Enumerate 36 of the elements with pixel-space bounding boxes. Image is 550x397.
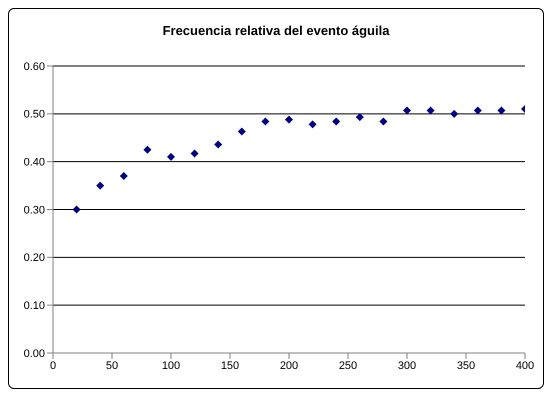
point [214,140,222,148]
point [143,146,152,154]
y-tick-label: 0.40 [24,156,45,169]
point [497,106,506,114]
point [238,128,246,136]
point [72,206,81,214]
y-tick-label: 0.00 [24,348,45,360]
point [261,117,270,126]
x-tick-label: 0 [50,360,56,372]
x-tick-label: 100 [162,360,180,372]
chart-title: Frecuencia relativa del evento águila [162,23,390,38]
y-tick-label: 0.30 [24,204,45,216]
point [379,117,388,126]
y-tick-label: 0.50 [24,108,45,121]
y-tick-label: 0.60 [24,60,45,73]
point [308,120,317,128]
x-tick-label: 250 [338,360,358,372]
point [403,106,411,114]
x-tick-label: 400 [516,360,534,372]
point [474,106,482,114]
point [190,150,199,158]
x-tick-label: 300 [398,360,416,372]
point [356,113,364,122]
point [167,152,175,161]
point [426,106,435,114]
x-tick-label: 50 [106,360,118,372]
x-tick-label: 150 [220,360,240,372]
point [450,110,458,118]
point [120,172,128,180]
y-tick-label: 0.20 [24,252,45,264]
y-tick-label: 0.10 [24,300,45,312]
point [96,182,104,190]
x-tick-label: 200 [280,360,298,372]
point [285,116,293,124]
x-tick-label: 350 [456,360,476,372]
point [332,117,340,126]
